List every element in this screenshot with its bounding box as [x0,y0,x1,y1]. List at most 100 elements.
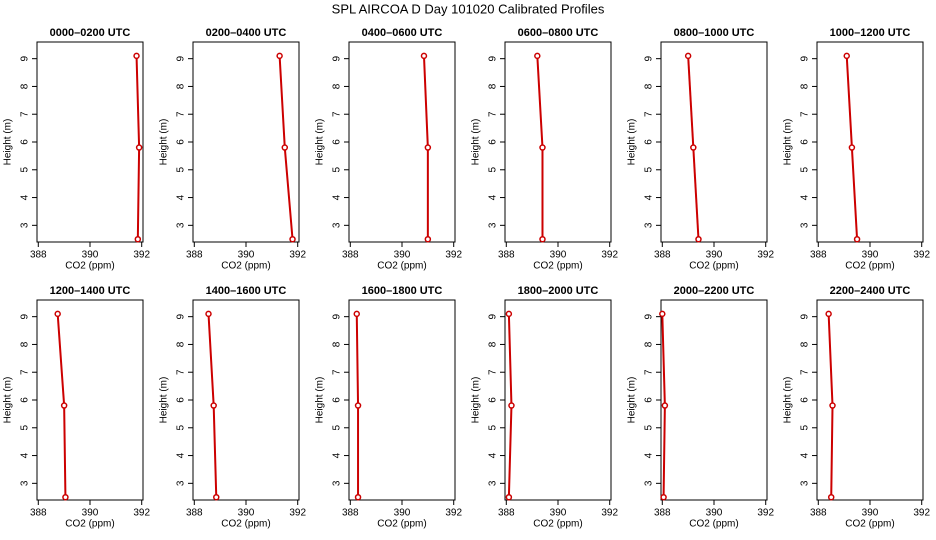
y-tick-label: 9 [644,55,655,61]
profile-point [829,402,836,409]
y-tick-label: 9 [176,55,187,61]
y-tick-label: 6 [800,397,811,403]
x-tick-label: 388 [498,508,515,519]
profile-point [534,52,541,60]
y-tick-label: 5 [488,167,499,173]
y-tick-label: 5 [332,425,343,431]
x-tick-label: 388 [186,508,203,519]
y-tick-label: 8 [800,83,811,89]
x-tick-label: 388 [30,250,47,261]
x-tick-label: 388 [810,508,827,519]
profile-point [54,310,61,318]
plot-frame [660,299,768,501]
y-tick-label: 9 [176,313,187,319]
y-tick-label: 7 [644,111,655,117]
x-tick-label: 388 [654,250,671,261]
y-axis-label: Height (m) [783,119,794,166]
profile-point [289,235,296,243]
y-tick-label: 5 [20,167,31,173]
x-tick-label: 392 [913,250,930,261]
profile-point [135,144,143,151]
y-tick-label: 3 [488,480,499,486]
x-axis-label: CO2 (ppm) [221,519,270,530]
x-tick-label: 390 [550,508,567,519]
x-tick-label: 392 [289,508,306,519]
profile-point [505,310,513,318]
profile-point [353,310,361,318]
profile-point [539,235,546,243]
x-tick-label: 392 [445,250,462,261]
y-tick-label: 6 [332,397,343,403]
x-tick-label: 390 [706,508,723,519]
plot-frame [660,41,768,243]
profile-point [62,493,69,501]
y-tick-label: 3 [800,222,811,228]
y-tick-label: 6 [488,139,499,145]
plot-frame [504,299,612,501]
y-tick-label: 9 [488,55,499,61]
x-tick-label: 392 [289,250,306,261]
y-tick-label: 4 [488,194,499,200]
y-tick-label: 8 [176,341,187,347]
y-tick-label: 5 [20,425,31,431]
panel-title: 0000–0200 UTC [50,27,131,39]
profile-point [690,144,697,151]
y-tick-label: 7 [176,111,187,117]
y-tick-label: 5 [176,425,187,431]
profile-point [424,144,432,151]
y-tick-label: 3 [488,222,499,228]
profile-point [420,52,428,60]
x-tick-label: 390 [550,250,567,261]
profile-point [354,493,362,501]
y-axis-label: Height (m) [471,119,482,166]
y-tick-label: 9 [644,313,655,319]
y-tick-label: 4 [800,452,811,458]
y-tick-label: 5 [800,167,811,173]
panel-title: 0800–1000 UTC [674,27,755,39]
panel-title: 1600–1800 UTC [362,285,443,297]
x-axis-label: CO2 (ppm) [845,519,894,530]
profile-point [354,402,362,409]
profile-point [276,52,283,60]
x-tick-label: 390 [394,250,411,261]
x-tick-label: 392 [445,508,462,519]
y-tick-label: 4 [488,452,499,458]
y-tick-label: 8 [332,341,343,347]
x-tick-label: 392 [913,508,930,519]
y-tick-label: 3 [332,480,343,486]
y-tick-label: 7 [488,111,499,117]
y-tick-label: 3 [20,480,31,486]
plot-frame [36,299,144,501]
y-tick-label: 8 [644,83,655,89]
profile-point [660,493,667,501]
y-tick-label: 5 [176,167,187,173]
y-tick-label: 9 [488,313,499,319]
x-axis-label: CO2 (ppm) [689,519,738,530]
x-axis-label: CO2 (ppm) [377,261,426,272]
y-tick-label: 6 [332,139,343,145]
y-tick-label: 3 [800,480,811,486]
y-tick-label: 7 [488,369,499,375]
x-tick-label: 388 [186,250,203,261]
x-tick-label: 388 [30,508,47,519]
y-axis-label: Height (m) [627,377,638,424]
profile-point [213,493,220,501]
panel-title: 1000–1200 UTC [830,27,911,39]
y-tick-label: 3 [644,480,655,486]
y-tick-label: 7 [332,369,343,375]
y-axis-label: Height (m) [315,377,326,424]
panel-title: 2200–2400 UTC [830,285,911,297]
y-tick-label: 6 [800,139,811,145]
y-tick-label: 8 [20,83,31,89]
x-tick-label: 388 [498,250,515,261]
x-tick-label: 388 [342,250,359,261]
x-tick-label: 392 [601,250,618,261]
y-tick-label: 8 [488,341,499,347]
y-tick-label: 8 [20,341,31,347]
y-tick-label: 9 [800,313,811,319]
y-tick-label: 4 [176,452,187,458]
x-tick-label: 392 [757,508,774,519]
x-axis-label: CO2 (ppm) [377,519,426,530]
y-tick-label: 4 [800,194,811,200]
